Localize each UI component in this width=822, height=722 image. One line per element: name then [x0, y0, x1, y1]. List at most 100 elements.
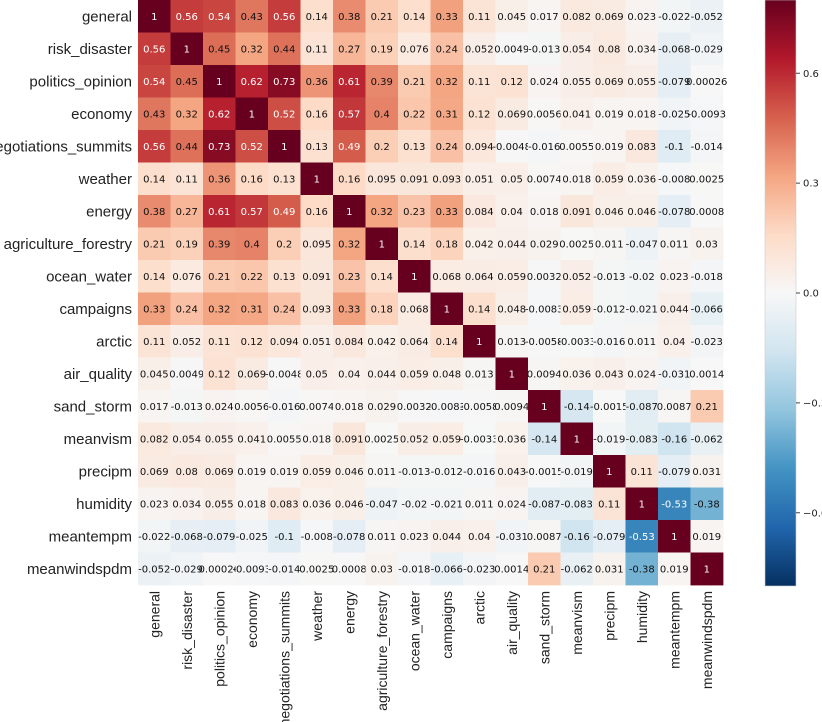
heatmap-cell	[560, 422, 594, 456]
heatmap-cell	[593, 227, 626, 261]
heatmap-cell	[560, 292, 594, 326]
heatmap-cell	[463, 487, 496, 521]
heatmap-cell	[235, 0, 269, 33]
heatmap-cell	[235, 520, 269, 553]
cell-value-label: 0.041	[237, 434, 266, 445]
cell-value-label: -0.013	[528, 44, 560, 55]
cell-value-label: 0.13	[306, 142, 328, 153]
cell-value-label: -0.38	[629, 564, 655, 575]
cell-value-label: 0.36	[208, 174, 230, 185]
heatmap-cell	[398, 455, 431, 488]
heatmap-cell	[398, 130, 431, 163]
cell-value-label: -0.02	[401, 499, 427, 510]
heatmap-cell	[560, 487, 594, 521]
cell-value-label: 0.21	[208, 272, 230, 283]
heatmap-cell	[658, 487, 691, 521]
heatmap-cell	[690, 32, 724, 66]
cell-value-label: -0.021	[431, 499, 463, 510]
column-label: precipm	[601, 591, 617, 641]
heatmap-cell	[658, 357, 691, 391]
heatmap-cell	[398, 552, 431, 586]
cell-value-label: 0.32	[436, 77, 458, 88]
heatmap-cell	[430, 390, 464, 423]
heatmap-cell	[528, 520, 561, 553]
heatmap-cell	[300, 32, 334, 66]
cell-value-label: 0.19	[371, 44, 393, 55]
cell-value-label: 0.16	[241, 174, 263, 185]
heatmap-cell	[203, 422, 236, 456]
heatmap-cell	[365, 552, 399, 586]
cell-value-label: 0.054	[562, 44, 591, 55]
cell-value-label: -0.014	[268, 564, 300, 575]
cell-value-label: 0.018	[562, 174, 591, 185]
cell-value-label: 0.14	[468, 304, 490, 315]
cell-value-label: -0.052	[691, 12, 723, 23]
heatmap-cell	[138, 357, 171, 391]
cell-value-label: 0.22	[403, 109, 425, 120]
cell-value-label: 0.0032	[397, 402, 432, 413]
cell-value-label: 0.051	[465, 174, 494, 185]
column-label: energy	[341, 591, 357, 634]
heatmap-cell	[333, 130, 366, 163]
cell-value-label: 0.27	[338, 44, 360, 55]
cell-value-label: 0.0055	[559, 142, 594, 153]
heatmap-cell	[138, 390, 171, 423]
cell-value-label: 0.083	[627, 142, 656, 153]
heatmap-cell	[658, 227, 691, 261]
cell-value-label: 0.16	[338, 174, 360, 185]
heatmap-cell	[268, 552, 301, 586]
heatmap-cell	[658, 390, 691, 423]
cell-value-label: 0.0094	[527, 369, 562, 380]
heatmap-cell	[170, 195, 204, 228]
cell-value-label: 0.045	[140, 369, 169, 380]
heatmap-cell	[398, 97, 431, 131]
cell-value-label: -0.013	[171, 402, 203, 413]
heatmap-cell	[268, 227, 301, 261]
cell-value-label: 0.052	[400, 434, 429, 445]
heatmap-cell	[365, 390, 399, 423]
heatmap-cell	[398, 260, 431, 293]
heatmap-cell	[138, 422, 171, 456]
heatmap-cell	[333, 357, 366, 391]
cell-value-label: 0.091	[335, 434, 364, 445]
heatmap-cell	[495, 97, 529, 131]
heatmap-cell	[690, 552, 724, 586]
heatmap-cell	[463, 0, 496, 33]
cell-value-label: 0.018	[335, 402, 364, 413]
cell-value-label: 0.023	[400, 532, 429, 543]
column-label: meantempm	[666, 591, 682, 669]
heatmap-cell	[495, 292, 529, 326]
heatmap-cell	[658, 292, 691, 326]
cell-value-label: 0.019	[237, 467, 266, 478]
heatmap-cell	[268, 97, 301, 131]
cell-value-label: 0.0008	[332, 564, 367, 575]
cell-value-label: -0.022	[658, 12, 690, 23]
cell-value-label: 0.13	[273, 174, 295, 185]
cell-value-label: -0.018	[691, 272, 723, 283]
heatmap-cell	[625, 65, 659, 98]
heatmap-cell	[235, 552, 269, 586]
cell-value-label: 0.013	[497, 337, 526, 348]
colorbar-tick-label: −0.3	[803, 398, 822, 409]
heatmap-cell	[268, 130, 301, 163]
heatmap-cell	[430, 227, 464, 261]
heatmap-cell	[268, 357, 301, 391]
cell-value-label: 0.18	[436, 239, 458, 250]
heatmap-cell	[690, 97, 724, 131]
heatmap-cell	[300, 520, 334, 553]
heatmap-cell	[528, 227, 561, 261]
cell-value-label: 0.043	[595, 369, 624, 380]
cell-value-label: 0.044	[660, 304, 689, 315]
cell-value-label: 0.024	[627, 369, 656, 380]
cell-value-label: 0.45	[176, 77, 198, 88]
heatmap-cell	[528, 422, 561, 456]
cell-value-label: 1	[346, 207, 352, 218]
cell-value-label: 0.0056	[234, 402, 269, 413]
cell-value-label: 0.044	[432, 532, 461, 543]
heatmap-cell	[463, 292, 496, 326]
cell-value-label: 0.43	[143, 109, 165, 120]
cell-value-label: 1	[509, 369, 515, 380]
cell-value-label: 0.32	[208, 304, 230, 315]
row-label: general	[82, 8, 132, 25]
heatmap-cell	[625, 455, 659, 488]
